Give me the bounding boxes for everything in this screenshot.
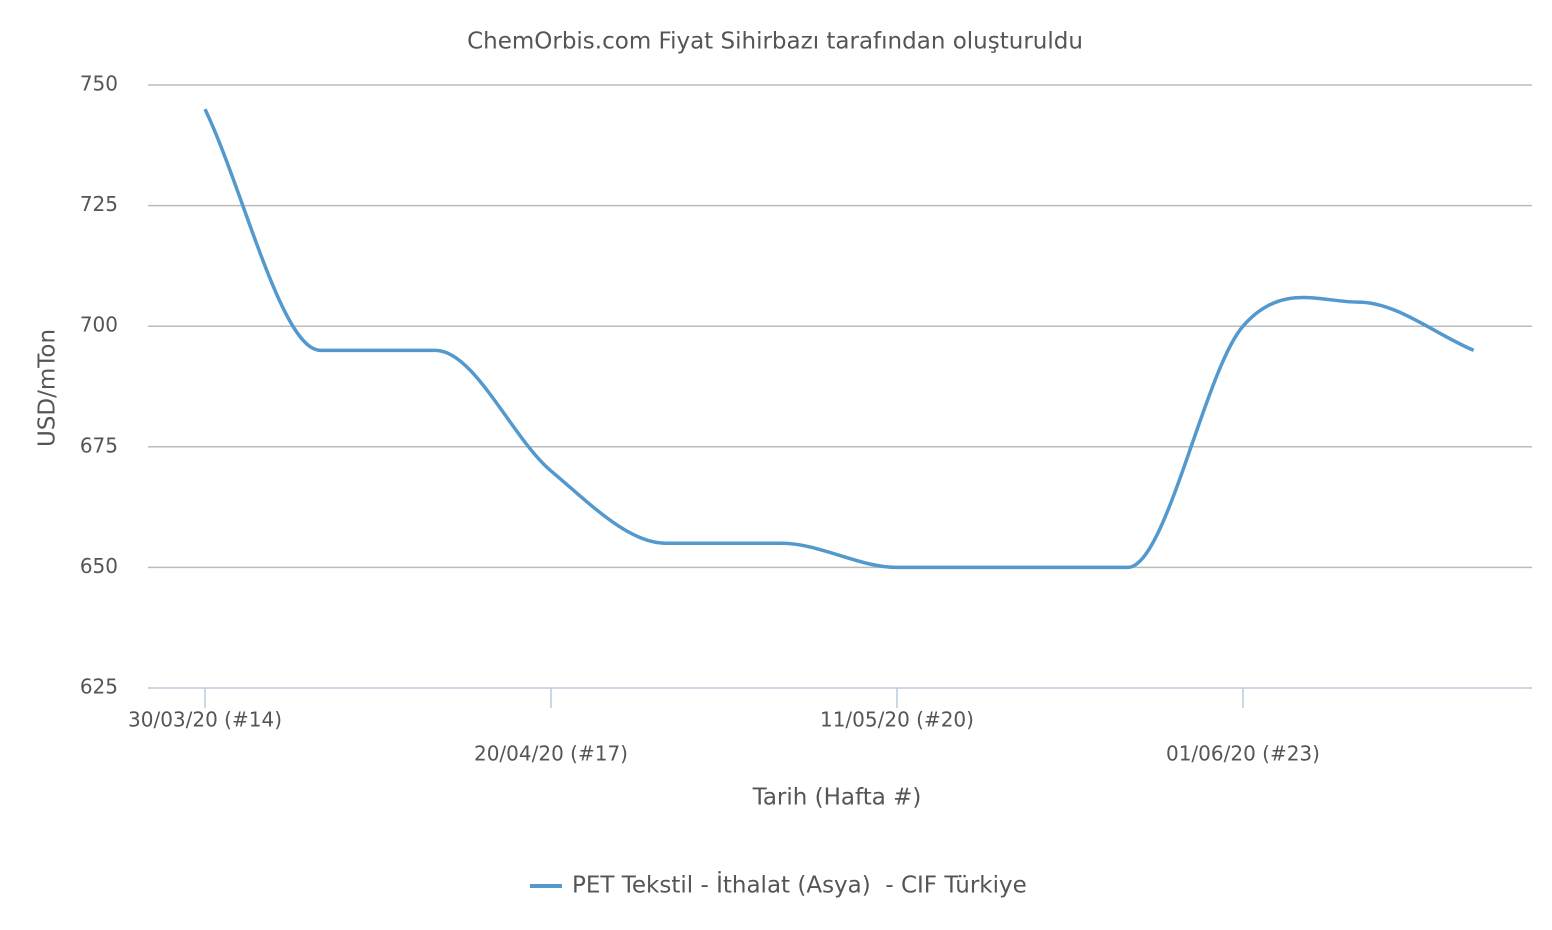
chart-title: ChemOrbis.com Fiyat Sihirbazı tarafından… [467,29,1083,55]
y-tick-label: 725 [80,192,118,216]
x-tick-label: 01/06/20 (#23) [1166,742,1320,766]
y-tick-label: 700 [80,313,118,337]
x-axis-title: Tarih (Hafta #) [752,785,922,811]
x-tick-label: 20/04/20 (#17) [474,742,628,766]
legend-label: PET Tekstil - İthalat (Asya) - CIF Türki… [572,871,1027,899]
data-line [203,108,1475,570]
y-axis-title: USD/mTon [35,329,61,447]
y-tick-label: 750 [80,72,118,96]
x-tick-label: 11/05/20 (#20) [820,708,974,732]
x-tick-label: 30/03/20 (#14) [128,708,282,732]
y-tick-label: 675 [80,433,118,457]
y-tick-label: 625 [80,675,118,699]
y-tick-label: 650 [80,554,118,578]
